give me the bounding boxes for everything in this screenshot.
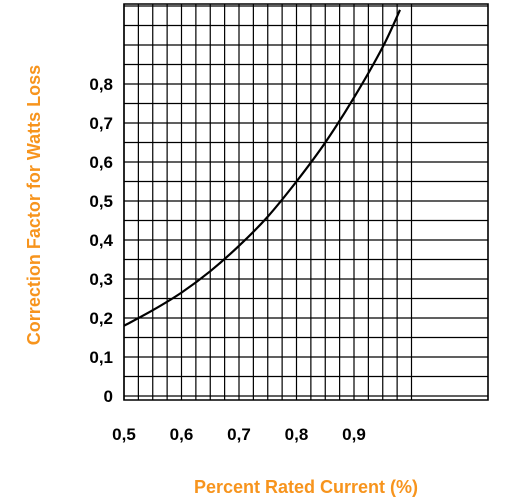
y-tick-label: 0,8 xyxy=(89,75,113,94)
y-tick-label: 0,2 xyxy=(89,309,113,328)
y-tick-label: 0,3 xyxy=(89,270,113,289)
x-tick-label: 0,8 xyxy=(285,425,309,444)
x-tick-label: 0,9 xyxy=(342,425,366,444)
y-tick-labels: 0 0,1 0,2 0,3 0,4 0,5 0,6 0,7 0,8 xyxy=(89,75,113,406)
x-axis-title: Percent Rated Current (%) xyxy=(194,477,418,497)
y-tick-label: 0 xyxy=(104,387,113,406)
x-tick-labels: 0,5 0,6 0,7 0,8 0,9 xyxy=(112,425,366,444)
series-line xyxy=(123,9,401,327)
x-tick-label: 0,7 xyxy=(227,425,251,444)
y-axis-title: Correction Factor for Watts Loss xyxy=(24,65,44,345)
y-tick-label: 0,6 xyxy=(89,153,113,172)
y-tick-label: 0,1 xyxy=(89,348,113,367)
x-tick-label: 0,5 xyxy=(112,425,136,444)
x-tick-label: 0,6 xyxy=(170,425,194,444)
plot-frame xyxy=(123,3,489,401)
y-tick-label: 0,4 xyxy=(89,231,113,250)
grid xyxy=(123,4,488,400)
y-tick-label: 0,5 xyxy=(89,192,113,211)
y-tick-label: 0,7 xyxy=(89,114,113,133)
